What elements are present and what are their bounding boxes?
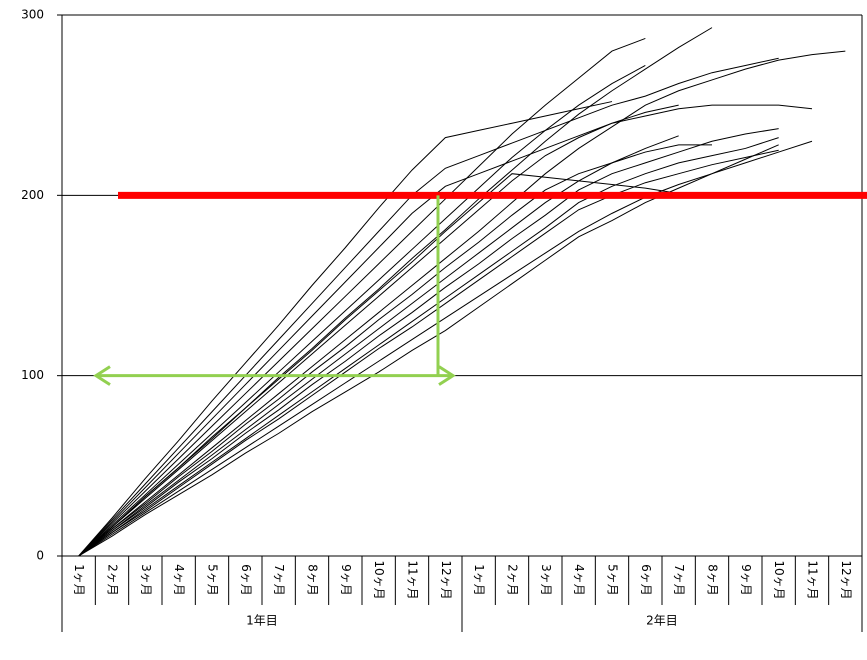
x-tick-label: 8ヶ月 — [306, 564, 320, 596]
y-tick-label: 200 — [21, 188, 44, 202]
series-line — [78, 149, 779, 557]
x-tick-label: 11ヶ月 — [406, 560, 420, 599]
x-tick-label: 1ヶ月 — [72, 564, 86, 596]
group-label: 2年目 — [646, 614, 678, 628]
series-line — [78, 173, 679, 557]
x-tick-label: 6ヶ月 — [239, 564, 253, 596]
series-line — [78, 37, 646, 557]
series-line — [78, 144, 712, 557]
x-tick-label: 2ヶ月 — [106, 564, 120, 596]
x-tick-label: 3ヶ月 — [139, 564, 153, 596]
x-tick-label: 5ヶ月 — [206, 564, 220, 596]
arrow-head — [93, 365, 111, 386]
series-line — [78, 57, 779, 557]
y-tick-label: 0 — [36, 549, 44, 563]
series-line — [78, 128, 779, 557]
series-line — [78, 104, 813, 557]
series-line — [78, 101, 613, 557]
x-tick-label: 3ヶ月 — [539, 564, 553, 596]
x-tick-label: 4ヶ月 — [172, 564, 186, 596]
x-tick-label: 5ヶ月 — [606, 564, 620, 596]
x-tick-label: 7ヶ月 — [672, 564, 686, 596]
x-tick-label: 7ヶ月 — [272, 564, 286, 596]
x-tick-label: 9ヶ月 — [739, 564, 753, 596]
x-tick-label: 12ヶ月 — [439, 560, 453, 599]
x-tick-label: 10ヶ月 — [372, 560, 386, 599]
series-line — [78, 50, 846, 557]
x-tick-label: 2ヶ月 — [506, 564, 520, 596]
series-line — [78, 104, 679, 557]
x-tick-label: 10ヶ月 — [772, 560, 786, 599]
x-tick-label: 11ヶ月 — [806, 560, 820, 599]
series-line — [78, 144, 779, 557]
x-tick-label: 4ヶ月 — [572, 564, 586, 596]
y-tick-label: 300 — [21, 8, 44, 22]
y-tick-label: 100 — [21, 368, 44, 382]
x-tick-label: 9ヶ月 — [339, 564, 353, 596]
series-line — [78, 27, 713, 557]
series-line — [78, 65, 646, 557]
group-label: 1年目 — [246, 614, 278, 628]
x-tick-label: 12ヶ月 — [839, 560, 853, 599]
x-tick-label: 6ヶ月 — [639, 564, 653, 596]
x-tick-label: 1ヶ月 — [472, 564, 486, 596]
x-tick-label: 8ヶ月 — [706, 564, 720, 596]
series-line — [78, 140, 813, 557]
series-line — [78, 137, 779, 557]
arrow-head — [438, 365, 456, 386]
